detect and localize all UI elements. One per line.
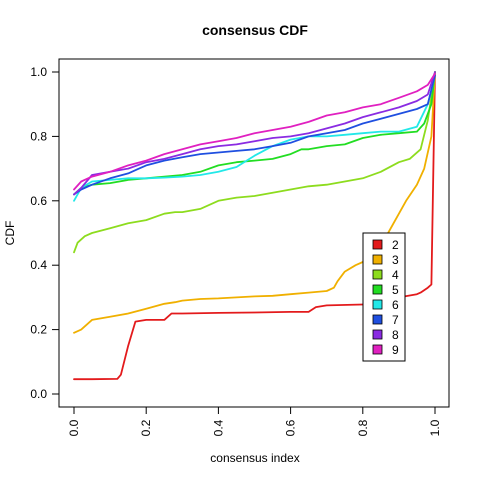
x-axis-label: consensus index — [210, 451, 299, 465]
legend-box — [362, 232, 406, 362]
series-line-3 — [73, 71, 436, 334]
legend-swatch-2 — [372, 239, 383, 250]
series-line-9 — [73, 72, 436, 191]
legend-swatch-3 — [372, 254, 383, 265]
legend-swatch-4 — [372, 269, 383, 280]
x-tick-label: 0.0 — [67, 419, 81, 436]
legend-label-4: 4 — [392, 268, 399, 282]
y-axis-label: CDF — [3, 221, 17, 246]
y-tick-label: 0.0 — [30, 387, 47, 401]
series-line-7 — [73, 74, 436, 196]
legend-swatch-7 — [372, 314, 383, 325]
y-tick-label: 0.4 — [30, 258, 47, 272]
legend-swatch-8 — [372, 329, 383, 340]
series-line-6 — [73, 74, 436, 202]
legend-label-6: 6 — [392, 298, 399, 312]
x-tick-label: 0.2 — [139, 419, 153, 436]
legend-label-5: 5 — [392, 283, 399, 297]
x-tick-label: 0.4 — [211, 419, 225, 436]
y-tick-label: 0.6 — [30, 194, 47, 208]
chart-title: consensus CDF — [202, 22, 308, 38]
y-tick-label: 0.2 — [30, 323, 47, 337]
legend-label-9: 9 — [392, 343, 399, 357]
legend-label-7: 7 — [392, 313, 399, 327]
legend-swatch-9 — [372, 344, 383, 355]
legend-label-3: 3 — [392, 253, 399, 267]
y-tick-label: 0.8 — [30, 129, 47, 143]
series-lines — [73, 71, 436, 381]
y-tick-label: 1.0 — [30, 65, 47, 79]
series-line-4 — [73, 71, 436, 254]
x-tick-label: 0.8 — [356, 419, 370, 436]
legend-label-8: 8 — [392, 328, 399, 342]
series-line-2 — [73, 71, 436, 381]
x-axis: 0.0 0.2 0.4 0.6 0.8 1.0 — [67, 406, 442, 436]
series-line-5 — [73, 71, 436, 196]
x-tick-label: 0.6 — [284, 419, 298, 436]
legend-swatch-6 — [372, 299, 383, 310]
y-axis: 0.0 0.2 0.4 0.6 0.8 1.0 — [30, 65, 60, 401]
x-tick-label: 1.0 — [428, 419, 442, 436]
legend-swatch-5 — [372, 284, 383, 295]
legend-label-2: 2 — [392, 238, 399, 252]
series-line-8 — [73, 71, 436, 196]
